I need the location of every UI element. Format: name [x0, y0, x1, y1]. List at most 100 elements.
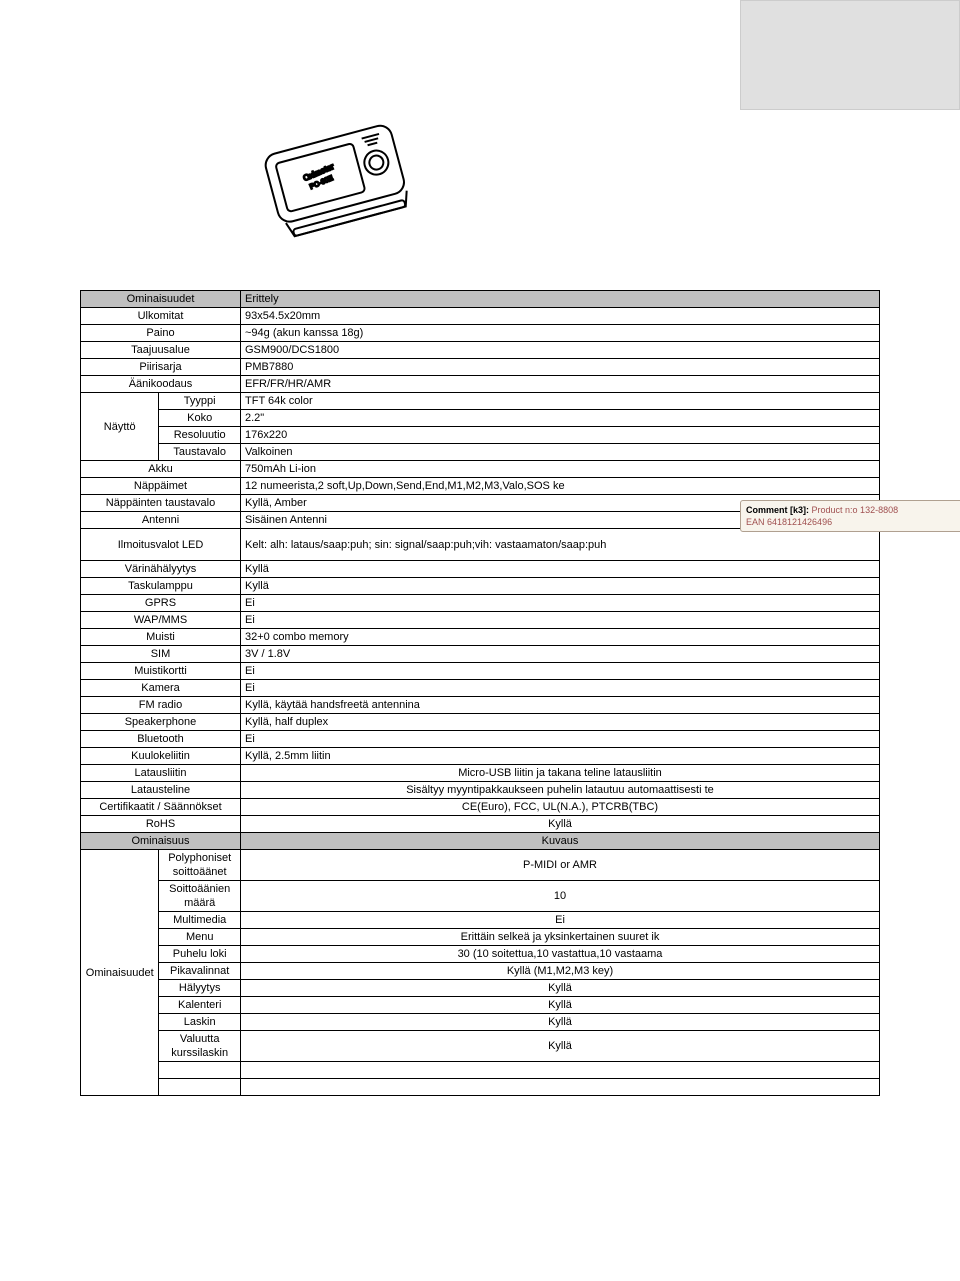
- feature-value: P-MIDI or AMR: [241, 850, 880, 881]
- spec-row: Värinähälyytys Kyllä: [81, 561, 880, 578]
- spec-value: Kyllä, 2.5mm liitin: [241, 748, 880, 765]
- feature-row: Laskin Kyllä: [81, 1014, 880, 1031]
- spec-table: Ominaisuudet Erittely Ulkomitat 93x54.5x…: [80, 290, 880, 1096]
- spec-value: 750mAh Li-ion: [241, 461, 880, 478]
- spec-label: WAP/MMS: [81, 612, 241, 629]
- feature-label: Soittoäänien määrä: [159, 881, 241, 912]
- spec-label: Latausliitin: [81, 765, 241, 782]
- spec-value: Kyllä: [241, 561, 880, 578]
- spec-row: Bluetooth Ei: [81, 731, 880, 748]
- spec-label: Akku: [81, 461, 241, 478]
- spec-row: Paino ~94g (akun kanssa 18g): [81, 325, 880, 342]
- spec-row: Koko 2.2": [81, 410, 880, 427]
- spec-row: Ulkomitat 93x54.5x20mm: [81, 308, 880, 325]
- spec-value: 3V / 1.8V: [241, 646, 880, 663]
- spec-label: Bluetooth: [81, 731, 241, 748]
- spec-sublabel: Koko: [159, 410, 241, 427]
- spec-value: 176x220: [241, 427, 880, 444]
- feature-value: Erittäin selkeä ja yksinkertainen suuret…: [241, 929, 880, 946]
- spec-row: Latausteline Sisältyy myyntipakkaukseen …: [81, 782, 880, 799]
- ominaisuudet-group-label: Ominaisuudet: [81, 850, 159, 1096]
- header-ominaisuudet: Ominaisuudet: [81, 291, 241, 308]
- comment-line2: EAN 6418121426496: [746, 517, 832, 527]
- header-erittely: Erittely: [241, 291, 880, 308]
- spec-row: RoHS Kyllä: [81, 816, 880, 833]
- spec-label: Latausteline: [81, 782, 241, 799]
- feature-label: Valuutta kurssilaskin: [159, 1031, 241, 1062]
- feature-label: Laskin: [159, 1014, 241, 1031]
- spec-value: TFT 64k color: [241, 393, 880, 410]
- spec-value: Ei: [241, 731, 880, 748]
- spec-row: Speakerphone Kyllä, half duplex: [81, 714, 880, 731]
- header-kuvaus: Kuvaus: [241, 833, 880, 850]
- spec-row: Äänikoodaus EFR/FR/HR/AMR: [81, 376, 880, 393]
- spec-row: Taajuusalue GSM900/DCS1800: [81, 342, 880, 359]
- spec-label: SIM: [81, 646, 241, 663]
- spec-label: Näppäinten taustavalo: [81, 495, 241, 512]
- spec-label: Näppäimet: [81, 478, 241, 495]
- comment-header: Comment [k3]:: [746, 505, 809, 515]
- feature-label: Kalenteri: [159, 997, 241, 1014]
- feature-value: Kyllä: [241, 980, 880, 997]
- spec-label: Värinähälyytys: [81, 561, 241, 578]
- spec-row: SIM 3V / 1.8V: [81, 646, 880, 663]
- feature-value: Kyllä (M1,M2,M3 key): [241, 963, 880, 980]
- spec-value: CE(Euro), FCC, UL(N.A.), PTCRB(TBC): [241, 799, 880, 816]
- device-illustration: Oximeter PC-60E: [230, 100, 430, 250]
- spec-label: Muisti: [81, 629, 241, 646]
- feature-row: Kalenteri Kyllä: [81, 997, 880, 1014]
- feature-row: Menu Erittäin selkeä ja yksinkertainen s…: [81, 929, 880, 946]
- feature-row: Hälyytys Kyllä: [81, 980, 880, 997]
- feature-value: Kyllä: [241, 1014, 880, 1031]
- spec-value: Kyllä, käytää handsfreetä antennina: [241, 697, 880, 714]
- spec-row: Muistikortti Ei: [81, 663, 880, 680]
- feature-label: [159, 1062, 241, 1079]
- spec-value: Kyllä, half duplex: [241, 714, 880, 731]
- spec-value: PMB7880: [241, 359, 880, 376]
- header-ominaisuus: Ominaisuus: [81, 833, 241, 850]
- spec-row: Näppäimet 12 numeerista,2 soft,Up,Down,S…: [81, 478, 880, 495]
- spec-row: Resoluutio 176x220: [81, 427, 880, 444]
- spec-sublabel: Resoluutio: [159, 427, 241, 444]
- feature-label: Multimedia: [159, 912, 241, 929]
- feature-value: [241, 1079, 880, 1096]
- spec-value: GSM900/DCS1800: [241, 342, 880, 359]
- spec-label: RoHS: [81, 816, 241, 833]
- header-row-2: Ominaisuus Kuvaus: [81, 833, 880, 850]
- comment-balloon: Comment [k3]: Product n:o 132-8808 EAN 6…: [740, 500, 960, 532]
- spec-row: Latausliitin Micro-USB liitin ja takana …: [81, 765, 880, 782]
- feature-value: Ei: [241, 912, 880, 929]
- feature-label: [159, 1079, 241, 1096]
- spec-value: Kyllä: [241, 816, 880, 833]
- feature-label: Menu: [159, 929, 241, 946]
- spec-row: Akku 750mAh Li-ion: [81, 461, 880, 478]
- spec-sublabel: Taustavalo: [159, 444, 241, 461]
- spec-value: Ei: [241, 663, 880, 680]
- spec-row: FM radio Kyllä, käytää handsfreetä anten…: [81, 697, 880, 714]
- feature-value: 30 (10 soitettua,10 vastattua,10 vastaam…: [241, 946, 880, 963]
- feature-row: Puhelu loki 30 (10 soitettua,10 vastattu…: [81, 946, 880, 963]
- spec-row: Taustavalo Valkoinen: [81, 444, 880, 461]
- spec-label: Speakerphone: [81, 714, 241, 731]
- spec-row: Taskulamppu Kyllä: [81, 578, 880, 595]
- spec-row: WAP/MMS Ei: [81, 612, 880, 629]
- spec-value: Ei: [241, 680, 880, 697]
- spec-label: Taskulamppu: [81, 578, 241, 595]
- spec-label: Antenni: [81, 512, 241, 529]
- feature-value: 10: [241, 881, 880, 912]
- spec-value: 2.2": [241, 410, 880, 427]
- feature-label: Pikavalinnat: [159, 963, 241, 980]
- spec-label: Äänikoodaus: [81, 376, 241, 393]
- spec-value: Sisältyy myyntipakkaukseen puhelin latau…: [241, 782, 880, 799]
- spec-value: ~94g (akun kanssa 18g): [241, 325, 880, 342]
- spec-value: 93x54.5x20mm: [241, 308, 880, 325]
- feature-value: Kyllä: [241, 997, 880, 1014]
- feature-label: Puhelu loki: [159, 946, 241, 963]
- spec-label: Piirisarja: [81, 359, 241, 376]
- spec-label: Kuulokeliitin: [81, 748, 241, 765]
- naytto-group-label: Näyttö: [81, 393, 159, 461]
- spec-label: Ulkomitat: [81, 308, 241, 325]
- spec-value: Micro-USB liitin ja takana teline lataus…: [241, 765, 880, 782]
- spec-label: FM radio: [81, 697, 241, 714]
- feature-row-empty: [81, 1062, 880, 1079]
